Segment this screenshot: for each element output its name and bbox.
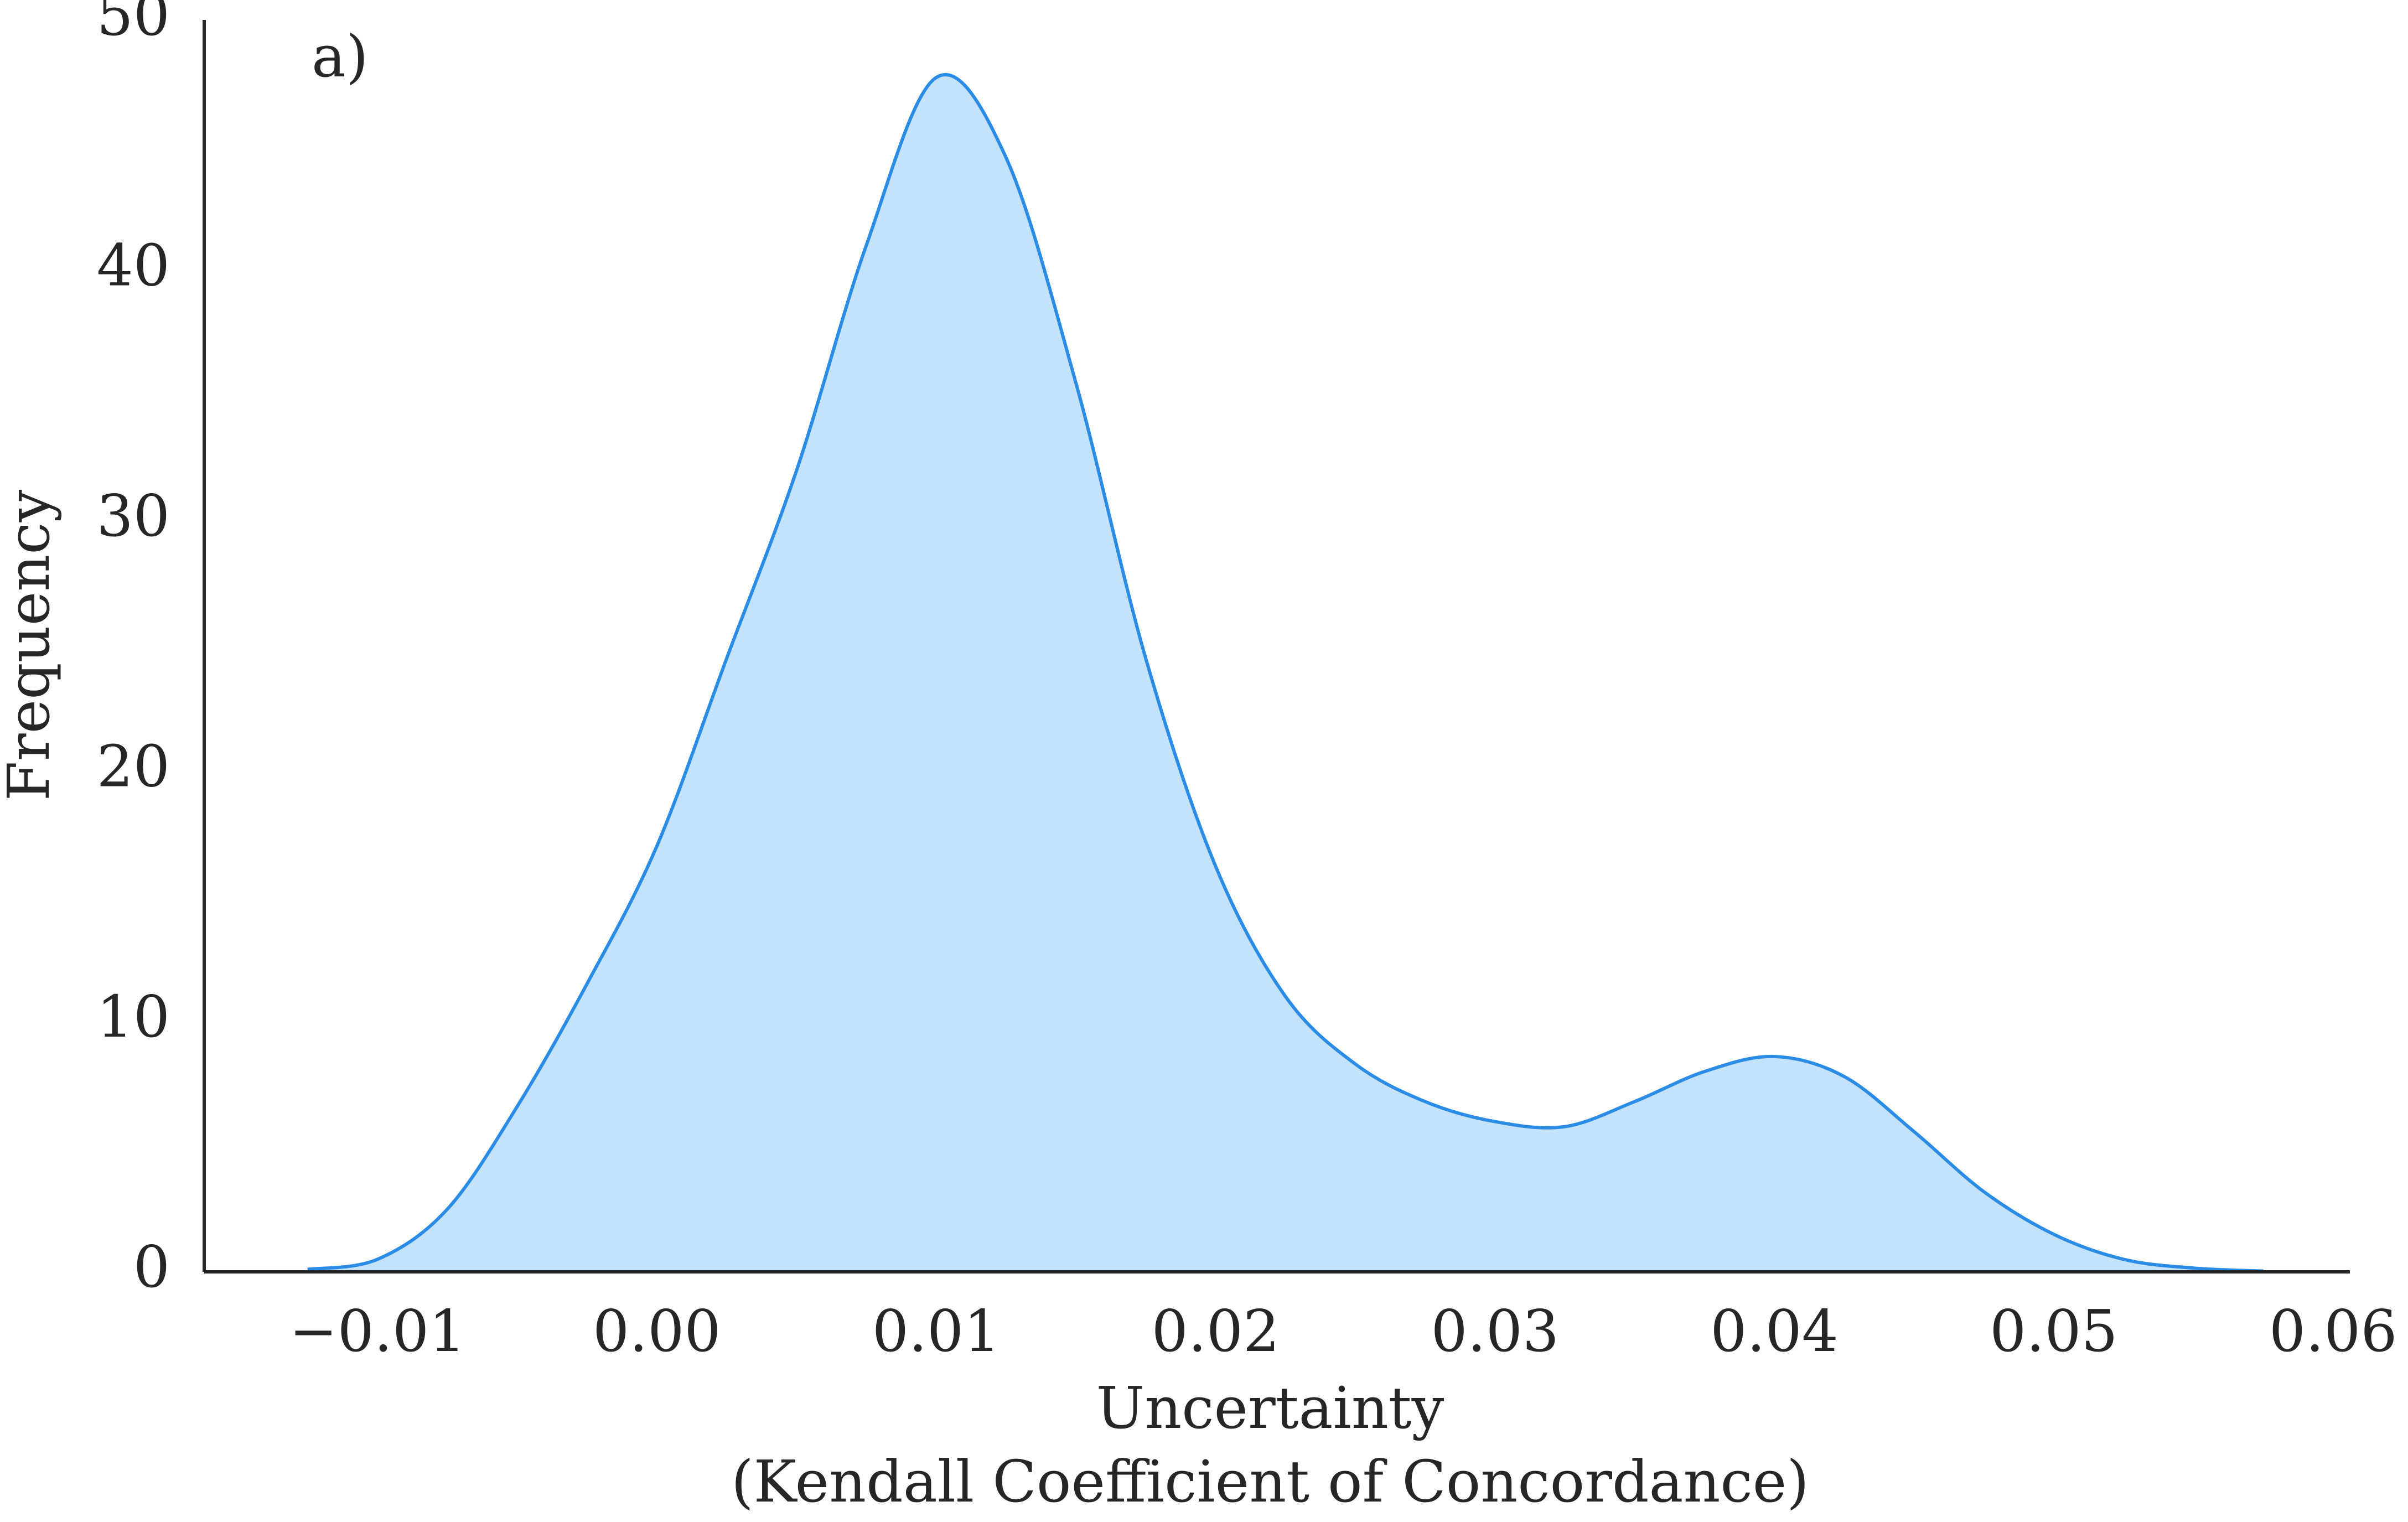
x-tick-label: 0.01 bbox=[872, 1297, 1001, 1365]
density-line bbox=[307, 73, 2264, 1273]
y-tick-label: 10 bbox=[97, 983, 170, 1050]
y-tick-label: 30 bbox=[97, 482, 170, 550]
x-axis-label: Uncertainty bbox=[1096, 1374, 1444, 1442]
x-axis-label: (Kendall Coefficient of Concordance) bbox=[731, 1448, 1809, 1515]
y-axis-label: Frequency bbox=[0, 490, 63, 801]
x-tick-label: 0.02 bbox=[1152, 1297, 1280, 1365]
area-fill bbox=[307, 74, 2264, 1272]
x-tick-label: −0.01 bbox=[289, 1297, 466, 1365]
panel-label: a) bbox=[312, 23, 369, 90]
y-tick-label: 50 bbox=[97, 0, 170, 49]
x-tick-label: 0.00 bbox=[593, 1297, 721, 1365]
x-tick-label: 0.06 bbox=[2269, 1297, 2397, 1365]
x-tick-label: 0.05 bbox=[1990, 1297, 2118, 1365]
y-tick-label: 0 bbox=[133, 1233, 170, 1301]
y-tick-label: 20 bbox=[97, 732, 170, 800]
x-tick-label: 0.04 bbox=[1710, 1297, 1839, 1365]
x-tick-label: 0.03 bbox=[1431, 1297, 1559, 1365]
y-tick-label: 40 bbox=[97, 232, 170, 299]
